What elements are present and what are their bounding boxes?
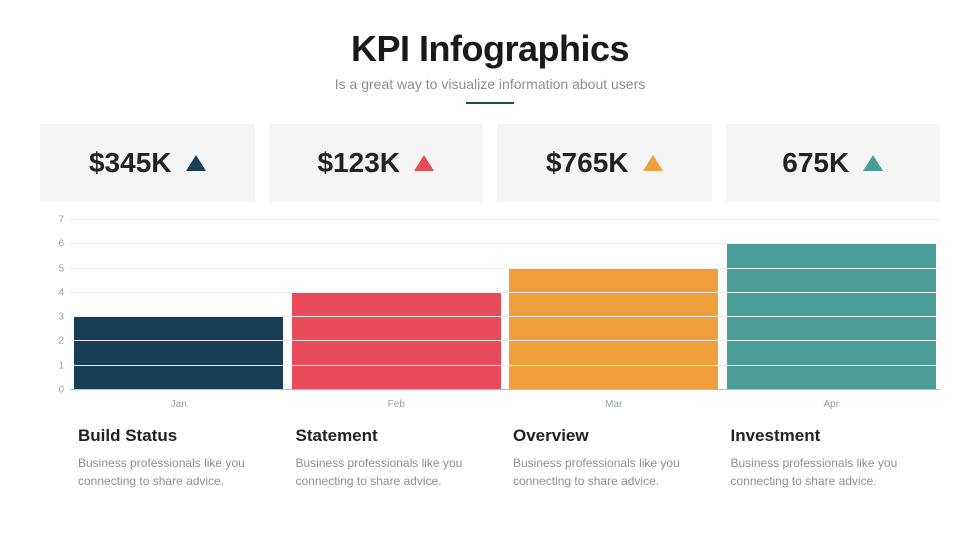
caption-col-3: Overview Business professionals like you… xyxy=(505,426,723,490)
up-arrow-icon xyxy=(414,155,434,171)
kpi-card-4: 675K xyxy=(726,124,941,202)
y-tick: 2 xyxy=(40,336,64,347)
kpi-value-1: $345K xyxy=(89,147,172,179)
plot-area: Jan Feb Mar Apr xyxy=(70,220,940,390)
caption-desc-4: Business professionals like you connecti… xyxy=(731,454,921,490)
grid-line xyxy=(70,268,940,269)
x-label-mar: Mar xyxy=(505,399,723,410)
title-divider xyxy=(466,102,514,104)
header: KPI Infographics Is a great way to visua… xyxy=(0,0,980,104)
y-tick: 7 xyxy=(40,215,64,226)
y-tick: 4 xyxy=(40,287,64,298)
captions-row: Build Status Business professionals like… xyxy=(70,426,940,490)
up-arrow-icon xyxy=(863,155,883,171)
y-tick: 3 xyxy=(40,312,64,323)
caption-col-4: Investment Business professionals like y… xyxy=(723,426,941,490)
kpi-card-3: $765K xyxy=(497,124,712,202)
y-tick: 5 xyxy=(40,263,64,274)
page-title: KPI Infographics xyxy=(0,28,980,70)
caption-col-1: Build Status Business professionals like… xyxy=(70,426,288,490)
x-label-jan: Jan xyxy=(70,399,288,410)
grid-line xyxy=(70,316,940,317)
bar-jan xyxy=(74,317,283,390)
caption-title-1: Build Status xyxy=(78,426,280,446)
x-label-apr: Apr xyxy=(723,399,941,410)
grid-line xyxy=(70,365,940,366)
x-label-feb: Feb xyxy=(288,399,506,410)
kpi-cards-row: $345K $123K $765K 675K xyxy=(40,124,940,202)
kpi-card-2: $123K xyxy=(269,124,484,202)
page-subtitle: Is a great way to visualize information … xyxy=(0,76,980,92)
y-axis: 01234567 xyxy=(40,220,64,390)
grid-line xyxy=(70,243,940,244)
bar-mar xyxy=(509,269,718,390)
caption-desc-2: Business professionals like you connecti… xyxy=(296,454,486,490)
kpi-infographic-page: KPI Infographics Is a great way to visua… xyxy=(0,0,980,551)
up-arrow-icon xyxy=(186,155,206,171)
caption-title-4: Investment xyxy=(731,426,933,446)
caption-title-2: Statement xyxy=(296,426,498,446)
y-tick: 1 xyxy=(40,360,64,371)
grid-line xyxy=(70,292,940,293)
caption-title-3: Overview xyxy=(513,426,715,446)
y-tick: 6 xyxy=(40,239,64,250)
up-arrow-icon xyxy=(643,155,663,171)
kpi-value-3: $765K xyxy=(546,147,629,179)
kpi-card-1: $345K xyxy=(40,124,255,202)
bar-chart: 01234567 Jan Feb Mar Apr xyxy=(40,220,940,390)
kpi-value-2: $123K xyxy=(317,147,400,179)
kpi-value-4: 675K xyxy=(782,147,849,179)
grid-line xyxy=(70,219,940,220)
grid-line xyxy=(70,340,940,341)
caption-desc-1: Business professionals like you connecti… xyxy=(78,454,268,490)
y-tick: 0 xyxy=(40,385,64,396)
caption-desc-3: Business professionals like you connecti… xyxy=(513,454,703,490)
baseline xyxy=(70,389,940,390)
caption-col-2: Statement Business professionals like yo… xyxy=(288,426,506,490)
